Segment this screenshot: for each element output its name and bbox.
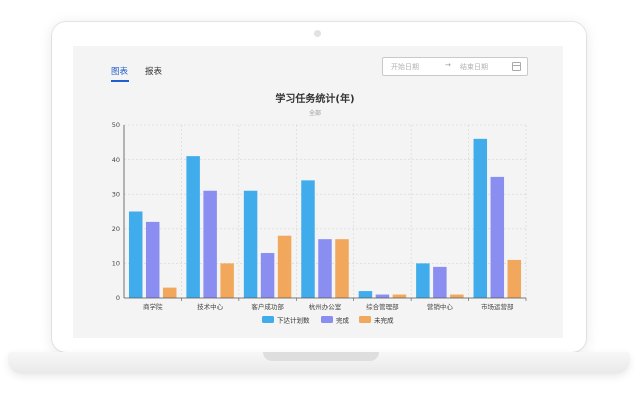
bar-3 [162, 287, 177, 298]
legend-swatch-2 [321, 316, 333, 323]
legend-label-3: 未完成 [374, 316, 394, 325]
x-tick-label: 技术中心 [197, 302, 224, 311]
bar-3 [450, 294, 464, 298]
y-tick-label: 50 [112, 121, 120, 129]
app-screen: 图表 报表 开始日期 → 结束日期 学习任务统计(年) 全部 0 10 20 30 40… [73, 46, 563, 338]
active-tab-indicator [111, 80, 129, 82]
legend-swatch-3 [359, 316, 371, 323]
legend-label-1: 下达计划数 [277, 316, 310, 325]
bar-1 [186, 156, 200, 298]
bar-1 [301, 180, 315, 298]
y-tick-label: 10 [112, 260, 120, 268]
legend-swatch-1 [262, 316, 274, 323]
bar-1 [243, 190, 258, 298]
bar-2 [145, 221, 160, 298]
bar-2 [260, 253, 275, 298]
x-tick-label: 商学院 [143, 302, 163, 311]
bar-2 [375, 294, 390, 298]
camera-dot [314, 30, 321, 37]
x-tick-label: 杭州办公室 [309, 302, 342, 311]
calendar-icon[interactable] [512, 62, 521, 71]
bar-2 [318, 239, 332, 298]
y-tick-label: 20 [112, 225, 120, 233]
x-tick-label: 市场运营部 [481, 302, 514, 311]
start-date-input[interactable]: 开始日期 [391, 63, 419, 71]
bar-3 [220, 263, 234, 298]
laptop-notch [263, 352, 379, 361]
bar-3 [277, 235, 292, 298]
y-tick-label: 30 [112, 190, 120, 198]
tab-chart[interactable]: 图表 [111, 67, 129, 77]
bar-1 [358, 291, 373, 298]
tab-report[interactable]: 报表 [145, 67, 163, 77]
chart-subtitle: 全部 [309, 109, 321, 117]
bar-3 [507, 259, 522, 298]
chart-title: 学习任务统计(年) [275, 92, 354, 105]
bar-chart: 学习任务统计(年) 全部 0 10 20 30 40 50 商学院 技术中心 客户成功部 杭州办公… [112, 92, 527, 325]
bar-3 [335, 239, 349, 298]
bar-1 [128, 211, 143, 298]
stats-panel: 图表 报表 开始日期 → 结束日期 学习任务统计(年) 全部 0 10 20 30 40… [73, 46, 563, 338]
range-separator-icon: → [445, 61, 451, 69]
date-range-picker[interactable]: 开始日期 → 结束日期 [382, 57, 528, 76]
bar-2 [433, 266, 447, 298]
x-tick-label: 客户成功部 [251, 302, 284, 311]
bar-3 [392, 294, 407, 298]
legend-label-2: 完成 [336, 316, 350, 325]
bar-1 [416, 263, 430, 298]
bar-2 [490, 176, 505, 298]
x-tick-label: 营销中心 [427, 302, 454, 311]
y-tick-label: 40 [112, 156, 120, 164]
bar-1 [473, 138, 488, 298]
laptop-base [8, 352, 630, 374]
bar-2 [203, 190, 217, 298]
x-tick-label: 综合管理部 [366, 302, 399, 311]
end-date-input[interactable]: 结束日期 [460, 63, 488, 71]
y-tick-label: 0 [116, 294, 120, 302]
